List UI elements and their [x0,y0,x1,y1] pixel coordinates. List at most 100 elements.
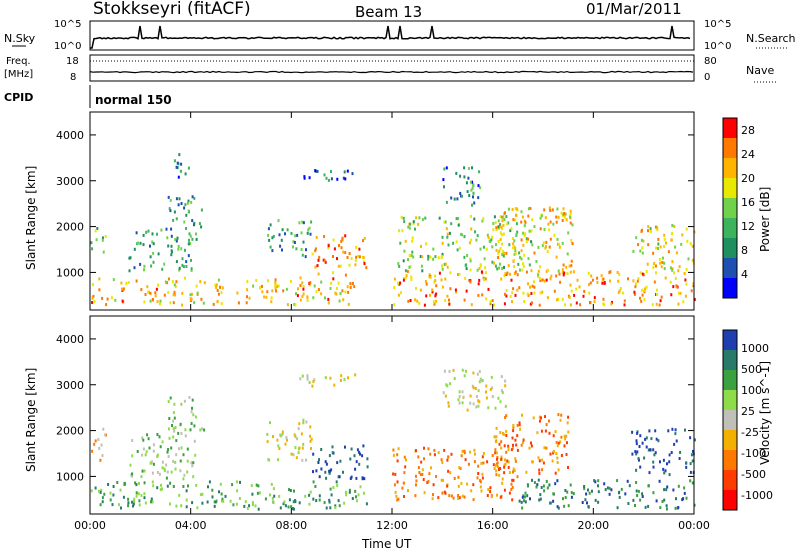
heatmap-cell [533,285,536,289]
heatmap-cell [431,290,434,294]
heatmap-cell [505,450,508,454]
heatmap-cell [491,454,494,457]
heatmap-cell [180,247,183,251]
heatmap-cell [428,472,431,476]
heatmap-cell [301,281,304,285]
heatmap-cell [437,256,440,260]
heatmap-cell [221,286,224,290]
heatmap-cell [511,478,514,482]
heatmap-cell [415,483,417,487]
heatmap-cell [446,235,449,239]
heatmap-cell [513,258,516,262]
heatmap-cell [562,263,565,267]
heatmap-cell [644,505,647,509]
heatmap-cell [140,288,143,292]
heatmap-cell [557,413,560,417]
heatmap-cell [365,266,368,270]
heatmap-cell [469,401,472,405]
heatmap-cell [272,435,274,439]
heatmap-cell [496,493,498,497]
heatmap-cell [647,504,650,508]
heatmap-cell [180,162,183,166]
heatmap-cell [594,498,597,502]
heatmap-cell [527,237,529,241]
colorbar-tick-label: 20 [741,172,755,185]
heatmap-cell [657,237,660,241]
heatmap-cell [215,286,218,289]
colorbar-segment [723,330,737,351]
heatmap-cell [407,489,409,493]
heatmap-cell [499,262,501,266]
nave-tick-bottom: 0 [704,72,710,83]
heatmap-cell [294,234,297,238]
heatmap-cell [479,247,482,251]
heatmap-cell [112,485,115,488]
heatmap-cell [558,245,561,249]
heatmap-cell [287,505,290,509]
heatmap-cell [427,447,430,451]
heatmap-cell [563,212,566,215]
heatmap-cell [462,395,465,399]
heatmap-cell [539,279,542,283]
heatmap-cell [464,276,467,280]
heatmap-cell [494,464,497,468]
heatmap-cell [692,449,694,453]
heatmap-cell [484,266,487,270]
heatmap-cell [109,491,112,495]
heatmap-cell [514,246,517,250]
heatmap-cell [555,220,558,224]
heatmap-cell [392,448,395,452]
heatmap-cell [653,262,656,266]
heatmap-cell [339,292,342,295]
heatmap-cell [521,215,524,219]
heatmap-cell [186,447,189,451]
heatmap-cell [533,251,536,255]
heatmap-cell [355,495,357,499]
heatmap-cell [504,404,507,408]
heatmap-cell [514,459,517,463]
nsky-tick-bottom: 10^0 [54,41,81,52]
heatmap-cell [527,282,529,286]
heatmap-cell [355,460,358,464]
heatmap-cell [128,269,131,273]
heatmap-cell [639,465,642,469]
heatmap-cell [548,245,551,249]
heatmap-cell [668,473,671,477]
colorbar-tick-label: -25 [741,426,759,439]
heatmap-cell [176,161,179,165]
heatmap-cell [348,263,351,267]
heatmap-cell [138,503,141,507]
heatmap-cell [491,386,494,390]
heatmap-cell [289,489,292,492]
heatmap-cell [513,252,516,256]
colorbar-tick-label: -1000 [741,489,773,502]
heatmap-cell [489,486,492,490]
heatmap-cell [512,467,515,471]
heatmap-cell [545,423,548,427]
heatmap-cell [674,432,677,436]
heatmap-cell [298,422,301,426]
heatmap-cell [120,281,123,285]
heatmap-cell [272,501,275,504]
cpid-panel: CPID normal 150 [4,85,172,108]
heatmap-cell [501,227,504,231]
heatmap-cell [453,477,456,480]
heatmap-cell [355,255,358,259]
heatmap-cell [269,223,272,227]
heatmap-cell [191,195,194,199]
heatmap-cell [353,454,356,458]
heatmap-cell [166,450,169,454]
heatmap-cell [169,209,172,213]
heatmap-cell [441,461,444,464]
heatmap-cell [648,471,651,475]
heatmap-cell [604,488,607,492]
y-tick-label: 2000 [56,221,84,234]
heatmap-cell [361,454,364,458]
heatmap-cell [541,244,544,247]
heatmap-cell [127,281,130,284]
heatmap-cell [393,303,396,307]
heatmap-cell [127,504,130,508]
heatmap-cell [424,216,427,220]
heatmap-cell [355,476,358,480]
heatmap-cell [512,429,515,433]
